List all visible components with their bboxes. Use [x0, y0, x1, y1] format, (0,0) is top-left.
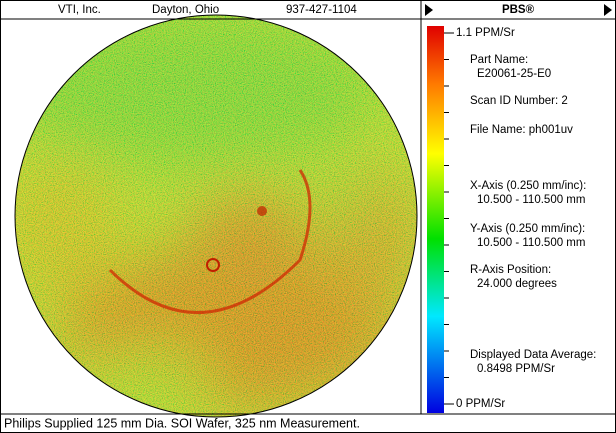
info-label: Scan ID Number: 2: [470, 95, 568, 107]
info-label: X-Axis (0.250 mm/inc):: [470, 180, 586, 192]
info-value: 0.8498 PPM/Sr: [477, 363, 555, 375]
colorbar: [427, 26, 444, 413]
panel-title: PBS®: [502, 4, 535, 16]
company: VTI, Inc.: [58, 4, 101, 16]
phone: 937-427-1104: [286, 4, 357, 16]
info-value: E20061-25-E0: [477, 68, 551, 80]
info-value: 24.000 degrees: [477, 278, 557, 290]
info-value: 10.500 - 110.500 mm: [477, 194, 585, 206]
colorbar-max-label: 1.1 PPM/Sr: [456, 27, 515, 39]
info-label: Displayed Data Average:: [470, 349, 596, 361]
info-label: Y-Axis (0.250 mm/inc):: [470, 223, 585, 235]
info-value: 10.500 - 110.500 mm: [477, 237, 585, 249]
colorbar-min-label: 0 PPM/Sr: [456, 398, 505, 410]
screen: VTI, Inc. Dayton, Ohio 937-427-1104 PBS®…: [0, 0, 616, 433]
footer-caption: Philips Supplied 125 mm Dia. SOI Wafer, …: [4, 416, 360, 430]
location: Dayton, Ohio: [152, 4, 219, 16]
info-label: Part Name:: [470, 54, 528, 66]
info-label: R-Axis Position:: [470, 264, 551, 276]
info-label: File Name: ph001uv: [470, 124, 573, 136]
app: VTI, Inc. Dayton, Ohio 937-427-1104 PBS®…: [0, 0, 616, 433]
